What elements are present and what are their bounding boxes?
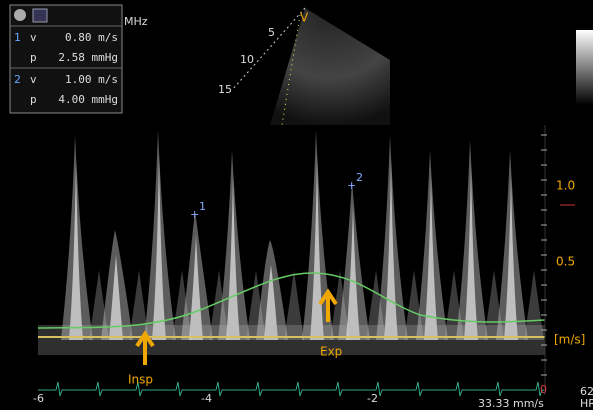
heart-rate-label: HR <box>580 397 593 410</box>
marker-label: 1 <box>199 200 206 213</box>
depth-label: 15 <box>218 83 232 96</box>
scale-label: 0.5 <box>556 255 575 269</box>
baseline-noise <box>38 325 545 355</box>
marker-label: 2 <box>356 171 363 184</box>
ultrasound-screen: V 5 10 15 MHz 1v0.80 m/sp2.58 mmHg2v1.00… <box>0 0 593 410</box>
measurement-key: p <box>30 51 37 64</box>
depth-label: 10 <box>240 53 254 66</box>
icon <box>33 9 47 22</box>
grayscale-bar <box>576 30 593 105</box>
page: V 5 10 15 MHz 1v0.80 m/sp2.58 mmHg2v1.00… <box>0 0 593 410</box>
measurement-value: 2.58 mmHg <box>58 51 118 64</box>
measurement-value: 4.00 mmHg <box>58 93 118 106</box>
measurement-key: v <box>30 73 37 86</box>
sweep-speed: 33.33 mm/s <box>478 397 544 410</box>
mode-label: V <box>300 11 309 25</box>
marker-cross: + <box>347 179 356 192</box>
measurement-index: 1 <box>14 31 21 44</box>
measurement-key: v <box>30 31 37 44</box>
icon <box>14 9 26 21</box>
annotation: Exp <box>320 345 342 359</box>
unit-label: MHz <box>124 15 148 28</box>
scale-unit: [m/s] <box>554 333 585 347</box>
measurement-index: 2 <box>14 73 21 86</box>
time-label: -2 <box>367 392 378 405</box>
time-label: -6 <box>33 392 44 405</box>
measurement-value: 0.80 m/s <box>65 31 118 44</box>
depth-label: 5 <box>268 26 275 39</box>
measurement-value: 1.00 m/s <box>65 73 118 86</box>
marker-cross: + <box>190 208 199 221</box>
annotation: Insp <box>128 373 153 387</box>
scale-label: 1.0 <box>556 179 575 193</box>
measurement-key: p <box>30 93 37 106</box>
time-label: -4 <box>201 392 212 405</box>
time-label: 0 <box>540 383 547 396</box>
